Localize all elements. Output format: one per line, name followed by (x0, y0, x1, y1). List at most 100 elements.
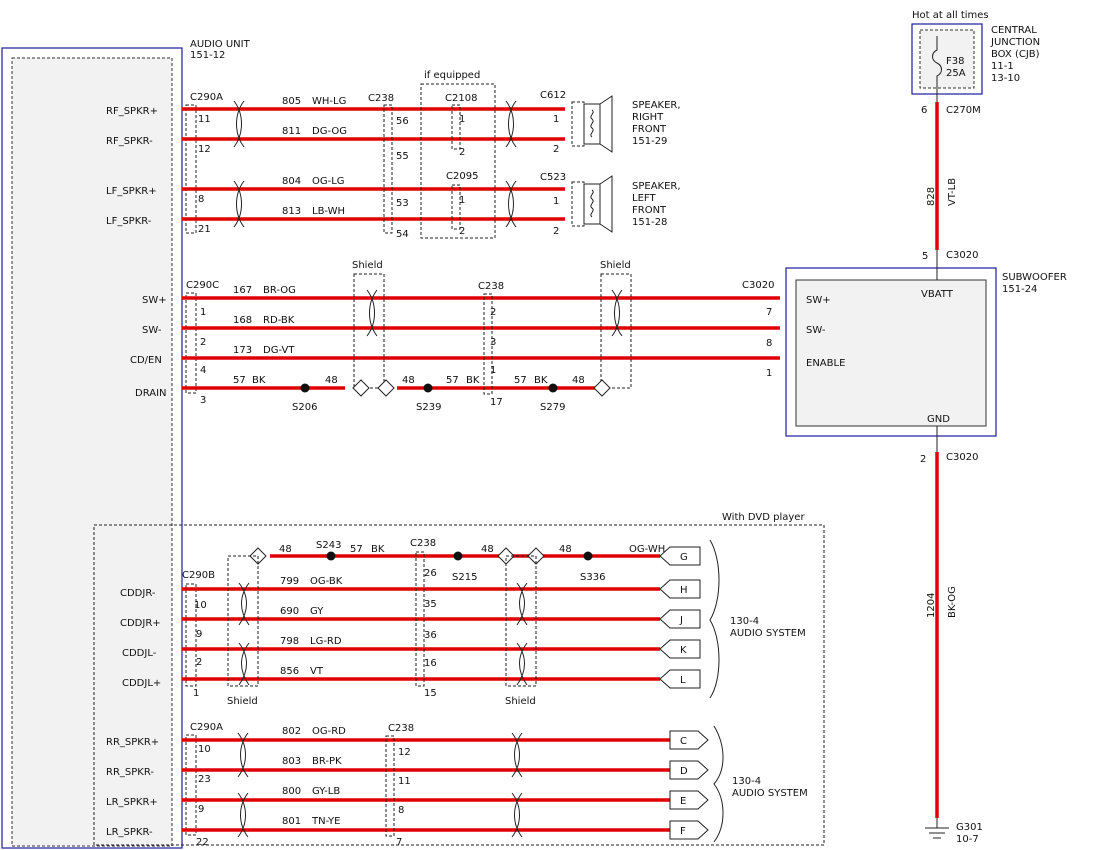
pin-num: 12 (398, 747, 411, 758)
c290c-label: C290C (186, 280, 219, 291)
twisted-pair-marker (233, 100, 517, 228)
shield-box (353, 273, 385, 389)
circuit-number: 48 (559, 544, 572, 555)
splice-label: S239 (416, 402, 441, 413)
speaker-icon (571, 175, 613, 233)
c612-label: C612 (540, 90, 566, 101)
circuit-number: 803 (282, 756, 301, 767)
c238-connector-outline (383, 104, 393, 234)
pin-num: 36 (424, 630, 437, 641)
wire-color: GY-LB (312, 786, 340, 797)
subwoofer-body (795, 279, 987, 427)
pin-num: 26 (424, 568, 437, 579)
ground-ref: 10-7 (956, 834, 979, 845)
jack-label: L (680, 675, 686, 686)
ground-icon (925, 818, 949, 839)
pin-num: 1 (553, 114, 559, 125)
pin-num: 8 (398, 805, 404, 816)
circuit-number: 173 (233, 345, 252, 356)
circuit-number: 828 (926, 187, 937, 206)
circuit-number: 805 (282, 96, 301, 107)
subwoofer-pin-label: ENABLE (806, 358, 845, 369)
audio-system-ref: 130-4 (730, 616, 759, 627)
pin-num: 23 (198, 774, 211, 785)
jack-label: J (679, 615, 683, 626)
jack-label: C (680, 736, 687, 747)
c290a-label: C290A (190, 92, 223, 103)
bracket (709, 539, 720, 699)
subwoofer-pin-label: SW- (806, 325, 826, 336)
jack-connector-icon (659, 546, 701, 689)
c270m-label: C270M (946, 105, 981, 116)
speaker-rf-label: SPEAKER, (632, 100, 681, 111)
wire-color: OG-WH (629, 544, 665, 555)
shield-label: Shield (227, 696, 258, 707)
shield-box (505, 555, 537, 687)
wire-color: TN-YE (311, 816, 340, 827)
circuit-number: 690 (280, 606, 299, 617)
pin-lr-minus-label: LR_SPKR- (106, 827, 153, 838)
wire-color: BK (534, 375, 548, 386)
pin-sw-plus-label: SW+ (142, 295, 167, 306)
splice-label: S206 (292, 402, 317, 413)
c2095-outline (451, 184, 461, 230)
circuit-number: 798 (280, 636, 299, 647)
pin-num: 17 (490, 397, 503, 408)
pin-num: 11 (398, 776, 411, 787)
circuit-number: 48 (572, 375, 585, 386)
c238-connector-outline (483, 293, 493, 395)
pin-drain-label: DRAIN (135, 388, 167, 399)
speaker-lf-label: LEFT (632, 193, 656, 204)
circuit-number: 48 (325, 375, 338, 386)
pin-num: 10 (198, 744, 211, 755)
dvd-section-box (93, 524, 825, 846)
jack-connector-icon (669, 730, 709, 840)
fuse-label: F38 (946, 56, 964, 67)
pin-num: 7 (396, 837, 402, 848)
pin-num: 12 (198, 144, 211, 155)
pin-rr-minus-label: RR_SPKR- (106, 767, 154, 778)
pin-rf-plus-label: RF_SPKR+ (106, 106, 158, 117)
shield-box (600, 273, 632, 389)
pin-cddjl-plus-label: CDDJL+ (122, 678, 161, 689)
cjb-ref: 13-10 (991, 73, 1020, 84)
pin-num: 15 (424, 688, 437, 699)
subwoofer-outline (785, 267, 997, 437)
wire-color: BK (252, 375, 266, 386)
circuit-number: 856 (280, 666, 299, 677)
if-equipped-label: if equipped (424, 70, 480, 81)
if-equipped-box (420, 83, 496, 239)
wire-color: BK-OG (947, 586, 958, 618)
circuit-number: 57 (514, 375, 527, 386)
pin-num: 2 (459, 147, 465, 158)
c290b-label: C290B (182, 570, 215, 581)
splice-dot (583, 551, 593, 561)
pin-num: 3 (200, 395, 206, 406)
c290a-connector-outline (185, 734, 197, 836)
splice-dot (423, 383, 433, 393)
wire-color: DG-OG (312, 126, 347, 137)
with-dvd-label: With DVD player (722, 512, 805, 523)
pin-num: 11 (198, 114, 211, 125)
pin-rf-minus-label: RF_SPKR- (106, 136, 153, 147)
c3020-label: C3020 (946, 452, 978, 463)
pin-num: 3 (490, 337, 496, 348)
speaker-lf-label: SPEAKER, (632, 181, 681, 192)
subwoofer-pin-label: GND (927, 414, 950, 425)
audio-unit-ref: 151-12 (190, 50, 225, 61)
splice-label: S215 (452, 572, 477, 583)
c238-connector-outline (415, 551, 425, 687)
splice-label: S279 (540, 402, 565, 413)
pin-num: 4 (200, 365, 206, 376)
speaker-icon (571, 95, 613, 153)
audio-unit-outline (1, 47, 183, 849)
splice-label: S336 (580, 572, 605, 583)
circuit-number: 802 (282, 726, 301, 737)
wire-color: GY (310, 606, 324, 617)
shield-label: Shield (600, 260, 631, 271)
pin-lf-plus-label: LF_SPKR+ (106, 186, 157, 197)
pin-num: 2 (553, 226, 559, 237)
jack-label: E (680, 796, 686, 807)
fuse-icon (932, 36, 942, 102)
